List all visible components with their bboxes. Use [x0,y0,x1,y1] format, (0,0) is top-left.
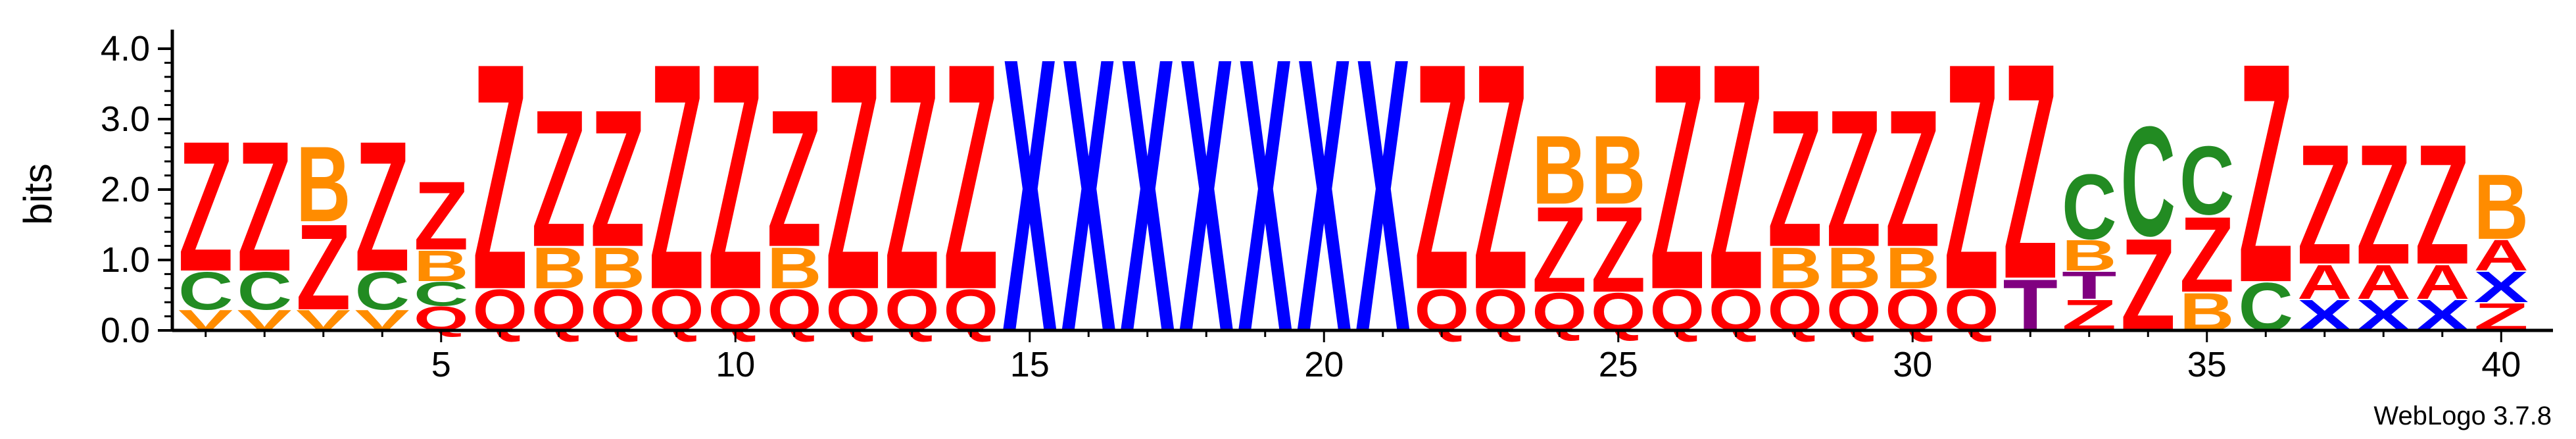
logo-letter-b: B [1532,115,1587,224]
logo-letter-x: X [1297,0,1352,414]
logo-letter-b: B [1591,115,1645,224]
y-tick-label: 0.0 [101,311,150,350]
logo-letter-z: Z [473,0,527,357]
logo-letter-z: Z [178,103,233,311]
logo-letter-x: X [1061,0,1117,414]
logo-letter-x: X [2474,263,2529,312]
logo-letter-z: Z [1885,70,1940,288]
logo-letter-z: Z [944,0,998,357]
logo-letter-a: A [2356,255,2412,309]
x-tick-label: 20 [1304,345,1344,384]
logo-letter-b: B [531,235,587,300]
logo-letter-z: Z [237,103,292,311]
logo-letter-x: X [1120,0,1175,414]
logo-letter-c: C [2179,126,2234,236]
logo-letter-b: B [296,125,351,245]
x-tick-label: 15 [1010,345,1050,384]
y-axis: 0.0 1.0 2.0 3.0 4.0 [101,29,174,350]
logo-letter-b: B [767,235,822,300]
x-axis: 5 10 15 20 25 30 35 40 [172,328,2553,384]
logo-letter-x: X [1179,0,1234,414]
logo-letter-b: B [414,242,468,291]
logo-letter-c: C [355,261,410,321]
logo-letter-z: Z [767,70,821,288]
logo-letter-z: Z [2179,195,2234,315]
logo-letter-z: Z [355,103,410,311]
x-tick-label: 10 [716,345,755,384]
x-tick-label: 40 [2481,345,2521,384]
logo-letter-b: B [1768,235,1823,300]
logo-letter-b: B [2474,155,2529,259]
logo-letter-b: B [1885,235,1941,300]
logo-letter-z: Z [1650,0,1705,357]
logo-letter-z: Z [1473,0,1528,357]
logo-letter-x: X [1355,0,1411,414]
y-axis-label: bits [16,163,60,224]
logo-letter-z: Z [414,162,468,271]
logo-letter-a: A [2297,255,2352,309]
logo-letter-z: Z [531,70,586,288]
logo-letter-t: T [2062,264,2116,307]
y-tick-label: 1.0 [101,240,150,280]
logo-letter-z: Z [1532,181,1587,318]
logo-letter-z: Z [2415,109,2469,300]
logo-letter-c: C [414,275,468,313]
logo-letter-z: Z [826,0,881,357]
logo-letter-a: A [2415,255,2470,309]
logo-letter-z: Z [708,0,763,357]
x-tick-label: 5 [431,345,451,384]
logo-letter-z: Z [2239,0,2293,348]
logo-letter-z: Z [2297,109,2352,300]
x-tick-label: 30 [1893,345,1932,384]
logo-letter-x: X [1238,0,1293,414]
y-tick-label: 4.0 [101,29,150,68]
logo-letter-b: B [591,235,646,300]
logo-letter-z: Z [2003,0,2058,344]
logo-letter-z: Z [591,70,645,288]
logo-letter-z: Z [1944,0,1999,357]
logo-letter-z: Z [885,0,939,357]
logo-letter-b: B [2062,232,2116,280]
logo-letter-a: A [2474,232,2529,280]
logo-letter-z: Z [1591,181,1645,318]
logo-letter-z: Z [1768,70,1822,288]
y-tick-label: 2.0 [101,170,150,209]
x-tick-label: 35 [2187,345,2227,384]
logo-letter-c: C [237,261,292,321]
logo-letter-c: C [2062,155,2116,259]
logo-letter-z: Z [1415,0,1469,357]
logo-letter-c: C [2121,94,2175,269]
logo-letter-b: B [1826,235,1882,300]
logo-letter-z: Z [296,198,351,335]
logo-letter-z: Z [1826,70,1881,288]
footer-credit: WebLogo 3.7.8 [2373,401,2552,430]
logo-letter-z: Z [2356,109,2411,300]
logo-letter-z: Z [1709,0,1763,357]
logo-letter-c: C [178,261,233,321]
logo-letter-z: Z [649,0,704,357]
x-tick-label: 25 [1599,345,1638,384]
logo-letter-x: X [1002,0,1057,414]
y-tick-label: 3.0 [101,99,150,139]
